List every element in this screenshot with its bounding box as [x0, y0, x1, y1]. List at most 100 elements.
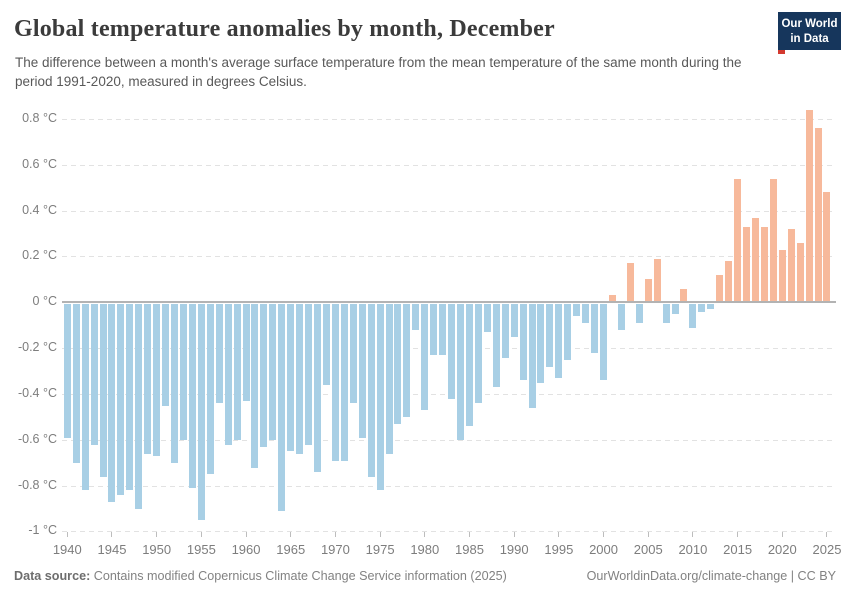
bar-1951[interactable] — [162, 303, 170, 406]
bar-1998[interactable] — [582, 303, 590, 324]
bar-2003[interactable] — [626, 263, 634, 302]
bar-1958[interactable] — [224, 303, 232, 445]
bar-2021[interactable] — [787, 228, 795, 302]
owid-logo-red-bar — [778, 50, 785, 55]
bar-1979[interactable] — [412, 303, 420, 330]
bar-1986[interactable] — [474, 303, 482, 404]
bar-2016[interactable] — [743, 226, 751, 302]
footer-link[interactable]: OurWorldinData.org/climate-change | CC B… — [586, 569, 836, 583]
bar-2001[interactable] — [608, 295, 616, 302]
bar-2019[interactable] — [769, 178, 777, 302]
bar-1994[interactable] — [546, 303, 554, 367]
bar-1961[interactable] — [251, 303, 259, 468]
bar-1974[interactable] — [367, 303, 375, 477]
bar-2020[interactable] — [778, 249, 786, 302]
bar-1940[interactable] — [63, 303, 71, 438]
bar-1981[interactable] — [430, 303, 438, 356]
bar-1969[interactable] — [322, 303, 330, 385]
bar-1942[interactable] — [81, 303, 89, 491]
bar-2015[interactable] — [734, 178, 742, 302]
bar-1995[interactable] — [555, 303, 563, 379]
bar-1947[interactable] — [126, 303, 134, 491]
bar-1999[interactable] — [591, 303, 599, 353]
bar-1945[interactable] — [108, 303, 116, 502]
bar-1970[interactable] — [331, 303, 339, 461]
bar-1996[interactable] — [564, 303, 572, 360]
bar-1991[interactable] — [519, 303, 527, 381]
bar-2023[interactable] — [805, 109, 813, 302]
bar-1997[interactable] — [573, 303, 581, 317]
bar-2011[interactable] — [698, 303, 706, 312]
bar-1966[interactable] — [296, 303, 304, 454]
bar-1941[interactable] — [72, 303, 80, 463]
bar-1952[interactable] — [171, 303, 179, 463]
bar-1949[interactable] — [144, 303, 152, 454]
bar-2010[interactable] — [689, 303, 697, 328]
bar-2006[interactable] — [653, 258, 661, 302]
bar-1965[interactable] — [287, 303, 295, 452]
bar-1960[interactable] — [242, 303, 250, 402]
x-axis-tick-label: 1990 — [499, 542, 529, 557]
page-title: Global temperature anomalies by month, D… — [14, 16, 555, 42]
bar-1943[interactable] — [90, 303, 98, 445]
bar-1982[interactable] — [439, 303, 447, 356]
bar-1976[interactable] — [385, 303, 393, 454]
owid-logo[interactable]: Our World in Data — [778, 12, 841, 55]
bar-1953[interactable] — [179, 303, 187, 440]
bar-1944[interactable] — [99, 303, 107, 477]
bar-1985[interactable] — [465, 303, 473, 427]
bar-1957[interactable] — [215, 303, 223, 404]
bar-1989[interactable] — [501, 303, 509, 358]
x-axis-tick — [66, 532, 68, 537]
bar-2013[interactable] — [716, 274, 724, 302]
bar-2022[interactable] — [796, 242, 804, 302]
bar-1948[interactable] — [135, 303, 143, 509]
bar-1992[interactable] — [528, 303, 536, 408]
gridline — [62, 118, 836, 120]
bar-1962[interactable] — [260, 303, 268, 447]
bar-1964[interactable] — [278, 303, 286, 512]
bar-2004[interactable] — [635, 303, 643, 324]
bar-1950[interactable] — [153, 303, 161, 457]
bar-1975[interactable] — [376, 303, 384, 491]
bar-2024[interactable] — [814, 128, 822, 302]
bar-1971[interactable] — [340, 303, 348, 461]
bar-2005[interactable] — [644, 279, 652, 302]
bar-2017[interactable] — [751, 217, 759, 302]
bar-1980[interactable] — [421, 303, 429, 411]
bar-1977[interactable] — [394, 303, 402, 424]
bar-1987[interactable] — [483, 303, 491, 333]
bar-1990[interactable] — [510, 303, 518, 337]
owid-logo-text: Our World in Data — [778, 12, 841, 51]
gridline — [62, 439, 836, 441]
bar-1955[interactable] — [197, 303, 205, 521]
bar-1983[interactable] — [448, 303, 456, 399]
bar-1993[interactable] — [537, 303, 545, 383]
bar-1956[interactable] — [206, 303, 214, 475]
bar-1959[interactable] — [233, 303, 241, 440]
bar-2018[interactable] — [760, 226, 768, 302]
bar-1978[interactable] — [403, 303, 411, 418]
bar-1954[interactable] — [188, 303, 196, 489]
bar-2000[interactable] — [600, 303, 608, 381]
gridline — [62, 164, 836, 166]
bar-1968[interactable] — [314, 303, 322, 473]
bar-1967[interactable] — [305, 303, 313, 445]
bar-2012[interactable] — [707, 303, 715, 310]
bar-2014[interactable] — [725, 261, 733, 302]
chart-subtitle: The difference between a month's average… — [15, 55, 742, 90]
bar-2007[interactable] — [662, 303, 670, 324]
bar-1972[interactable] — [349, 303, 357, 404]
bar-2002[interactable] — [617, 303, 625, 330]
bar-2009[interactable] — [680, 288, 688, 302]
bar-2025[interactable] — [823, 192, 831, 302]
bar-1984[interactable] — [457, 303, 465, 440]
bar-1946[interactable] — [117, 303, 125, 495]
y-axis-tick-label: -1 °C — [28, 523, 57, 538]
x-axis-tick-label: 1940 — [52, 542, 82, 557]
bar-1973[interactable] — [358, 303, 366, 438]
bar-2008[interactable] — [671, 303, 679, 314]
bar-1963[interactable] — [269, 303, 277, 440]
bar-1988[interactable] — [492, 303, 500, 388]
